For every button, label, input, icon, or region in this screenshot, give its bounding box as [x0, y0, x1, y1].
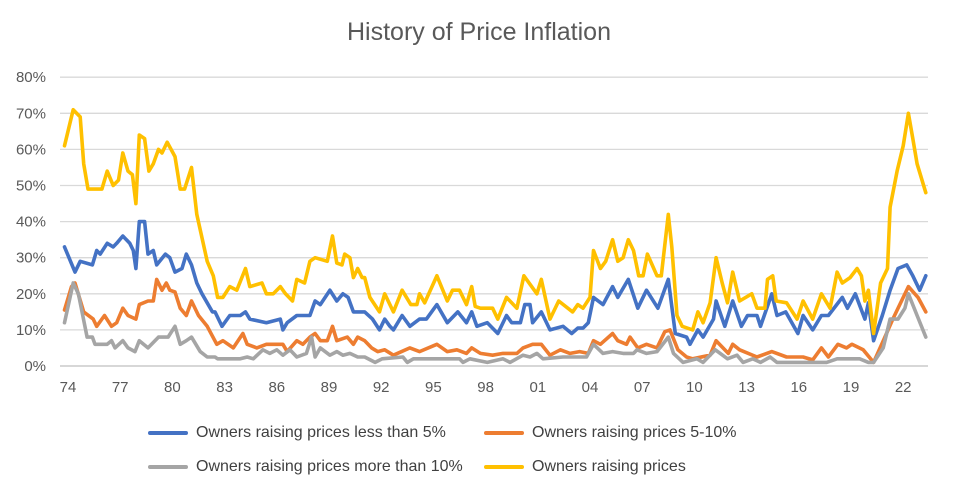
y-tick-label: 50%	[16, 178, 46, 195]
legend-label: Owners raising prices more than 10%	[196, 458, 463, 475]
series-lines	[62, 107, 928, 365]
x-tick-label: 04	[582, 379, 599, 396]
legend-swatch-blue	[148, 431, 188, 435]
x-tick-label: 22	[895, 379, 912, 396]
x-tick-label: 77	[112, 379, 129, 396]
legend-swatch-orange	[484, 431, 524, 435]
legend-item-raising: Owners raising prices	[484, 458, 686, 476]
y-tick-label: 10%	[16, 322, 46, 339]
legend-swatch-yellow	[484, 465, 524, 469]
y-axis-labels: 0% 10% 20% 30% 40% 50% 60% 70% 80%	[16, 69, 46, 375]
chart-title: History of Price Inflation	[347, 18, 611, 46]
series-line-3	[62, 107, 928, 336]
x-tick-label: 98	[477, 379, 494, 396]
legend-item-over-10: Owners raising prices more than 10%	[148, 458, 463, 476]
y-tick-label: 20%	[16, 286, 46, 303]
x-tick-label: 86	[268, 379, 285, 396]
legend-item-5-10: Owners raising prices 5-10%	[484, 424, 737, 442]
x-tick-label: 95	[425, 379, 442, 396]
y-tick-label: 0%	[24, 358, 46, 375]
x-tick-label: 92	[373, 379, 390, 396]
legend-label: Owners raising prices less than 5%	[196, 424, 446, 441]
series-line-1	[62, 277, 928, 365]
x-tick-label: 19	[843, 379, 860, 396]
legend-item-under-5: Owners raising prices less than 5%	[148, 424, 446, 442]
gridlines	[60, 76, 928, 367]
x-axis-labels: 74 77 80 83 86 89 92 95 98 01 04 07 10 13 16 19 22	[60, 379, 912, 396]
x-tick-label: 89	[321, 379, 338, 396]
x-tick-label: 74	[60, 379, 77, 396]
x-tick-label: 01	[529, 379, 546, 396]
legend-label: Owners raising prices	[532, 458, 686, 475]
x-tick-label: 13	[738, 379, 755, 396]
y-tick-label: 60%	[16, 141, 46, 158]
x-tick-label: 83	[216, 379, 233, 396]
x-tick-label: 80	[164, 379, 181, 396]
series-line-0	[62, 219, 928, 347]
y-tick-label: 40%	[16, 214, 46, 231]
x-tick-label: 10	[686, 379, 703, 396]
y-tick-label: 80%	[16, 69, 46, 86]
y-tick-label: 30%	[16, 250, 46, 267]
series-line-2	[62, 281, 928, 365]
y-tick-label: 70%	[16, 105, 46, 122]
x-tick-label: 07	[634, 379, 651, 396]
legend-label: Owners raising prices 5-10%	[532, 424, 737, 441]
x-tick-label: 16	[790, 379, 807, 396]
legend-swatch-gray	[148, 465, 188, 469]
